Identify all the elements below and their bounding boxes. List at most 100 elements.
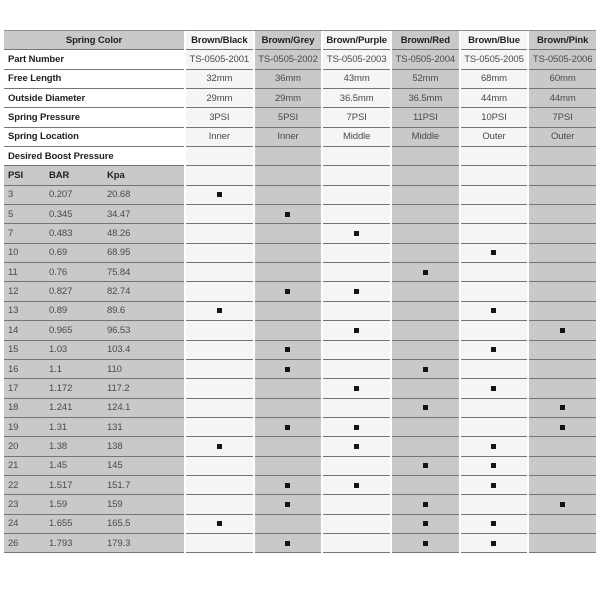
spring-cell (460, 495, 528, 515)
spec-row-label: Spring Pressure (4, 108, 184, 128)
spring-cell (460, 514, 528, 534)
boost-values-cell: 16 1.1 110 (4, 359, 184, 380)
boost-bar-value: 1.241 (49, 402, 73, 414)
desired-boost-label: Desired Boost Pressure (4, 147, 184, 167)
spring-cell (323, 321, 390, 341)
empty-cell (323, 166, 390, 186)
spring-cell (186, 340, 253, 360)
boost-kpa-value: 103.4 (107, 344, 131, 356)
spec-value: Inner (186, 127, 253, 148)
spring-marker-icon (422, 366, 428, 372)
column-header: Brown/Blue (460, 31, 528, 51)
boost-kpa-value: 151.7 (107, 479, 131, 491)
spring-cell (323, 417, 390, 438)
column-header: Brown/Black (186, 31, 253, 51)
empty-cell (254, 147, 322, 167)
spring-marker-icon (560, 405, 566, 411)
spring-cell (529, 379, 596, 399)
boost-bar-value: 1.655 (49, 518, 73, 530)
spec-row-label: Free Length (4, 69, 184, 90)
column-header: Brown/Red (391, 31, 459, 51)
empty-cell (391, 166, 459, 186)
boost-kpa-value: 89.6 (107, 305, 126, 317)
spring-marker-icon (491, 463, 497, 469)
spring-marker-icon (422, 501, 428, 507)
boost-values-cell: 13 0.89 89.6 (4, 301, 184, 322)
boost-values-cell: 18 1.241 124.1 (4, 398, 184, 418)
spring-cell (254, 475, 322, 496)
spring-cell (529, 398, 596, 418)
spring-marker-icon (422, 521, 428, 527)
spring-cell (460, 359, 528, 380)
spring-cell (529, 456, 596, 476)
spring-cell (529, 185, 596, 206)
spring-cell (254, 437, 322, 457)
spec-row-label: Outside Diameter (4, 89, 184, 109)
boost-psi-value: 20 (8, 440, 19, 452)
spring-cell (460, 243, 528, 264)
spring-cell (391, 185, 459, 206)
table-row-header: Spring Color Brown/Black Brown/Grey Brown/P… (4, 31, 596, 51)
spring-cell (529, 340, 596, 360)
spec-value: 29mm (254, 89, 322, 109)
table-row-spec: Spring Location Inner Inner Middle Middle Out… (4, 127, 596, 148)
boost-psi-value: 16 (8, 363, 19, 375)
spec-value: Outer (460, 127, 528, 148)
spring-marker-icon (422, 269, 428, 275)
boost-psi-value: 17 (8, 382, 19, 394)
spec-value: TS-0505-2005 (460, 50, 528, 70)
spring-cell (460, 475, 528, 496)
corner-label: Spring Color (4, 31, 184, 51)
spring-cell (529, 205, 596, 225)
table-row-spec: Part Number TS-0505-2001 TS-0505-2002 TS-05… (4, 50, 596, 70)
spring-cell (323, 495, 390, 515)
spec-value: TS-0505-2002 (254, 50, 322, 70)
spec-value: 44mm (529, 89, 596, 109)
table-row-boost: 11 0.76 75.84 (4, 263, 596, 283)
spring-cell (529, 301, 596, 322)
spring-cell (254, 205, 322, 225)
spring-cell (391, 495, 459, 515)
spring-cell (391, 263, 459, 283)
spring-cell (254, 263, 322, 283)
table-row-boost: 22 1.517 151.7 (4, 475, 596, 496)
empty-cell (186, 166, 253, 186)
spring-cell (323, 437, 390, 457)
spring-cell (529, 282, 596, 302)
table-row-spec: Spring Pressure 3PSI 5PSI 7PSI 11PSI 10PSI 7PS… (4, 108, 596, 128)
spring-cell (391, 417, 459, 438)
spec-value: Middle (323, 127, 390, 148)
table-row-boost: 14 0.965 96.53 (4, 321, 596, 341)
spring-cell (391, 475, 459, 496)
spring-cell (186, 243, 253, 264)
spring-marker-icon (560, 501, 566, 507)
spring-cell (529, 475, 596, 496)
spring-cell (391, 359, 459, 380)
unit-header-kpa: Kpa (107, 170, 125, 182)
spring-marker-icon (491, 347, 497, 353)
boost-psi-value: 24 (8, 518, 19, 530)
spring-cell (460, 379, 528, 399)
spring-cell (254, 321, 322, 341)
column-header: Brown/Pink (529, 31, 596, 51)
spring-cell (529, 359, 596, 380)
spring-cell (323, 205, 390, 225)
boost-psi-value: 18 (8, 402, 19, 414)
spring-marker-icon (560, 327, 566, 333)
boost-psi-value: 26 (8, 537, 19, 549)
spring-marker-icon (354, 231, 360, 237)
spec-value: 52mm (391, 69, 459, 90)
spec-value: 29mm (186, 89, 253, 109)
spring-cell (186, 475, 253, 496)
boost-kpa-value: 48.26 (107, 228, 131, 240)
spring-cell (529, 533, 596, 554)
table-row-spec: Free Length 32mm 36mm 43mm 52mm 68mm 60mm (4, 69, 596, 90)
spring-cell (460, 456, 528, 476)
boost-bar-value: 1.1 (49, 363, 62, 375)
spring-cell (460, 533, 528, 554)
boost-values-cell: 20 1.38 138 (4, 437, 184, 457)
spring-marker-icon (285, 289, 291, 295)
boost-kpa-value: 75.84 (107, 266, 131, 278)
spring-marker-icon (354, 424, 360, 430)
spring-marker-icon (491, 308, 497, 314)
